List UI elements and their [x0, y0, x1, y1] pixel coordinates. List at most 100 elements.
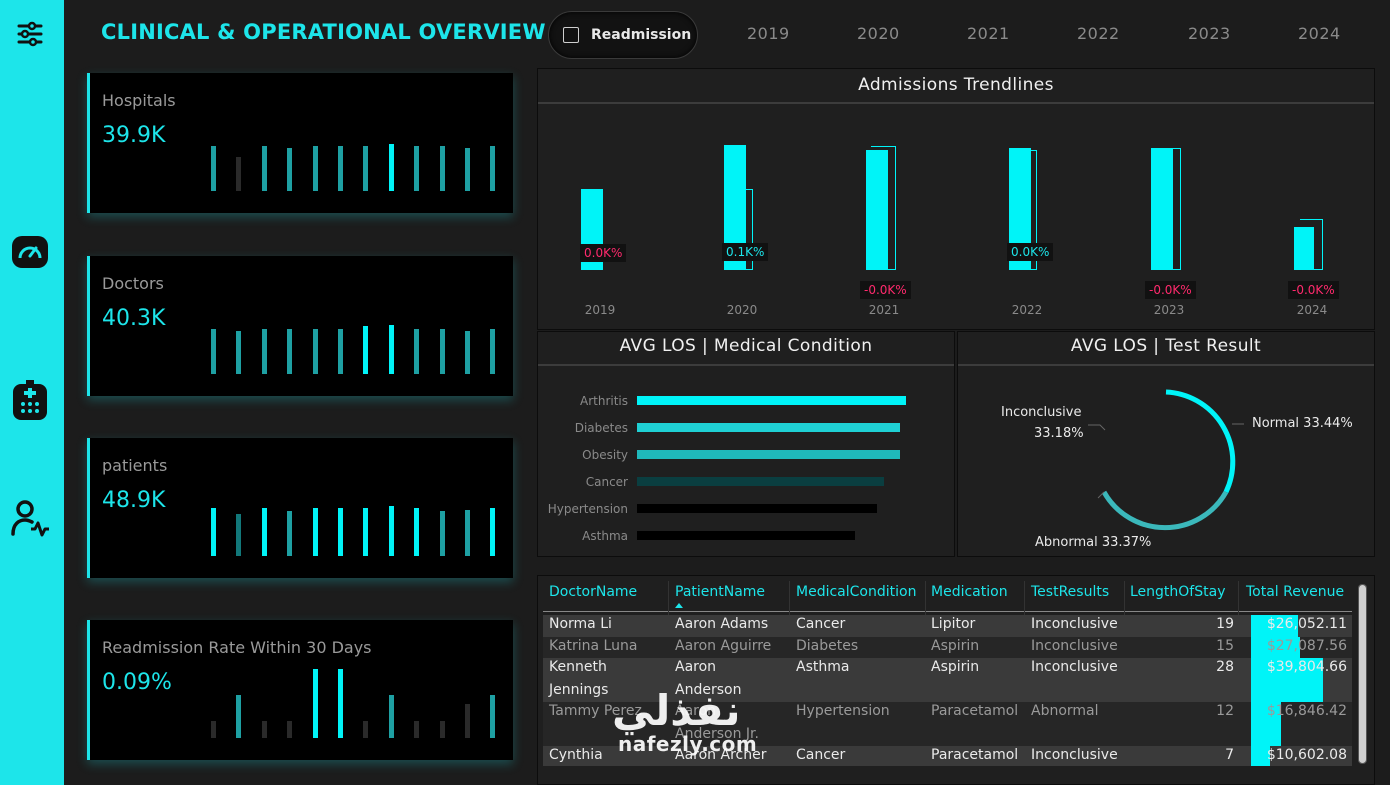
watermark-arabic: نفذلي: [612, 686, 741, 735]
panel-divider: [958, 364, 1374, 366]
trend-bar-2021[interactable]: [866, 150, 888, 270]
table-cell: Asthma: [796, 659, 850, 675]
kpi-sparkbar: [414, 328, 420, 374]
los-test-title: AVG LOS | Test Result: [1070, 336, 1262, 356]
kpi-sparkbar: [312, 145, 318, 191]
year-tab-2024[interactable]: 2024: [1298, 24, 1341, 43]
table-cell: Diabetes: [796, 638, 859, 654]
table-cell-los: 15: [1216, 638, 1234, 654]
kpi-sparkbar: [363, 720, 369, 738]
table-cell: Aaron: [675, 703, 717, 719]
trend-bar-2023[interactable]: [1151, 148, 1173, 270]
kpi-sparkbar: [312, 669, 318, 738]
table-cell: Aaron Archer: [675, 747, 767, 763]
donut-label-inconclusive: Inconclusive: [1001, 405, 1082, 420]
kpi-sparkbar: [287, 328, 293, 374]
condition-bar[interactable]: [637, 504, 877, 513]
trend-year-label: 2023: [1153, 303, 1185, 317]
trend-prev-year-outline: [730, 189, 753, 270]
table-cell: Cynthia: [549, 747, 603, 763]
table-cell: Abnormal: [1031, 703, 1099, 719]
year-tab-2023[interactable]: 2023: [1188, 24, 1231, 43]
dashboard-gauge-icon[interactable]: [8, 230, 52, 274]
kpi-sparkbar: [287, 720, 293, 738]
kpi-sparkbar: [439, 145, 445, 191]
table-header-cell[interactable]: DoctorName: [549, 584, 638, 600]
kpi-sparkbar: [439, 510, 445, 556]
kpi-sparkbar: [490, 694, 496, 738]
table-row[interactable]: [543, 746, 1352, 766]
kpi-sparkbars: [208, 256, 508, 396]
table-header-cell[interactable]: MedicalCondition: [796, 584, 917, 600]
revenue-data-bar: [1251, 702, 1281, 746]
kpi-sparkbar: [338, 669, 343, 738]
table-header-cell[interactable]: PatientName: [675, 584, 766, 600]
condition-label: Hypertension: [547, 502, 628, 516]
trend-bar-2020[interactable]: [724, 145, 746, 270]
kpi-sparkbar: [287, 510, 293, 556]
revenue-data-bar: [1251, 746, 1270, 766]
admissions-trend-panel: Admissions Trendlines: [537, 68, 1375, 330]
table-scrollbar-thumb[interactable]: [1359, 585, 1366, 763]
trend-change-label: -0.0K%: [860, 281, 911, 299]
readmission-checkbox[interactable]: [563, 27, 579, 43]
kpi-sparkbar: [363, 326, 369, 374]
kpi-sparkbar: [388, 144, 394, 191]
kpi-sparkbar: [414, 145, 420, 191]
condition-label: Cancer: [585, 475, 628, 489]
table-header-cell[interactable]: Total Revenue: [1246, 584, 1345, 600]
kpi-sparkbars: [208, 73, 508, 213]
donut-label-normal: Normal 33.44%: [1252, 416, 1353, 431]
condition-label: Asthma: [582, 529, 628, 543]
los-test-donut: [1088, 389, 1244, 531]
table-row[interactable]: [543, 658, 1352, 702]
user-activity-icon[interactable]: [8, 496, 52, 540]
watermark-latin: nafezly.com: [618, 732, 758, 756]
donut-label-inconclusive-pct: 33.18%: [1034, 426, 1084, 441]
table-row[interactable]: [543, 702, 1352, 746]
table-cell: Inconclusive: [1031, 747, 1118, 763]
table-row[interactable]: [543, 615, 1352, 637]
filter-sliders-icon[interactable]: [8, 12, 52, 56]
table-cell-los: 19: [1216, 616, 1234, 632]
condition-bar[interactable]: [637, 477, 884, 486]
condition-bar[interactable]: [637, 531, 855, 540]
table-cell: Hypertension: [796, 703, 890, 719]
trend-change-label: -0.0K%: [1145, 281, 1196, 299]
trend-year-label: 2020: [726, 303, 758, 317]
year-tab-2022[interactable]: 2022: [1077, 24, 1120, 43]
table-cell: Cancer: [796, 616, 846, 632]
kpi-sparkbar: [414, 507, 420, 556]
table-cell-revenue: $26,052.11: [1266, 616, 1347, 632]
condition-bar[interactable]: [637, 396, 906, 405]
trend-bar-2022[interactable]: [1009, 148, 1031, 270]
kpi-sparkbar: [388, 505, 394, 556]
table-row[interactable]: [543, 637, 1352, 658]
table-header-cell[interactable]: TestResults: [1031, 584, 1110, 600]
trend-bar-2024[interactable]: [1294, 227, 1314, 270]
readmission-toggle-button[interactable]: Readmission: [548, 11, 698, 59]
table-cell-los: 28: [1216, 659, 1234, 675]
table-cell: Inconclusive: [1031, 616, 1118, 632]
kpi-sparkbar: [338, 507, 343, 556]
condition-bar[interactable]: [637, 423, 900, 432]
donut-abnormal-arc: [1101, 490, 1229, 531]
kpi-sparkbar: [287, 147, 293, 191]
table-cell: Cancer: [796, 747, 846, 763]
table-header-cell[interactable]: Medication: [931, 584, 1008, 600]
kpi-sparkbar: [236, 514, 242, 556]
trend-prev-year-outline: [1014, 150, 1037, 270]
kpi-sparkbar: [465, 330, 470, 374]
year-tab-2020[interactable]: 2020: [857, 24, 900, 43]
year-tab-2019[interactable]: 2019: [747, 24, 790, 43]
sort-ascending-icon[interactable]: [675, 603, 683, 608]
condition-bar[interactable]: [637, 450, 900, 459]
year-tab-2021[interactable]: 2021: [967, 24, 1010, 43]
kpi-sparkbar: [261, 507, 267, 556]
table-cell: Aspirin: [931, 659, 980, 675]
los-test-panel: AVG LOS | Test Result: [957, 331, 1375, 557]
trend-prev-year-outline: [871, 146, 896, 270]
medical-device-icon[interactable]: [8, 378, 52, 422]
table-header-cell[interactable]: LengthOfStay: [1130, 584, 1226, 600]
los-condition-panel: AVG LOS | Medical Condition: [537, 331, 955, 557]
